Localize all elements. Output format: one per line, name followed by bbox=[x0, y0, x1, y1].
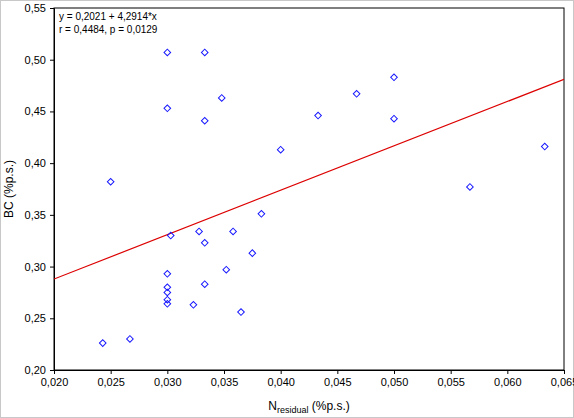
point bbox=[315, 112, 322, 119]
tick-mark bbox=[50, 60, 54, 61]
point bbox=[164, 296, 171, 303]
tick: 0,025 bbox=[97, 370, 125, 388]
point bbox=[164, 49, 171, 56]
x-axis-title-suffix: (%p.s.) bbox=[308, 399, 349, 413]
tick-label: 0,045 bbox=[324, 376, 352, 388]
tick: 0,045 bbox=[324, 370, 352, 388]
y-axis: 0,20 0,25 0,30 0,35 0,40 0,45 0,50 0,55 bbox=[25, 2, 55, 376]
tick: 0,030 bbox=[154, 370, 182, 388]
tick: 0,50 bbox=[25, 54, 54, 66]
data-area bbox=[54, 49, 564, 346]
tick-label: 0,020 bbox=[41, 376, 69, 388]
point bbox=[223, 266, 230, 273]
tick-mark bbox=[50, 8, 54, 9]
axis-line bbox=[55, 371, 565, 375]
tick-label: 0,20 bbox=[25, 364, 46, 376]
tick: 0,40 bbox=[25, 157, 54, 169]
point bbox=[218, 95, 225, 102]
plot-frame bbox=[54, 8, 564, 370]
tick: 0,35 bbox=[25, 209, 54, 221]
point bbox=[190, 302, 197, 309]
annotation: y = 0,2021 + 4,2914*x bbox=[59, 11, 157, 22]
tick-label: 0,055 bbox=[437, 376, 465, 388]
tick-label: 0,040 bbox=[267, 376, 295, 388]
regression-line bbox=[54, 79, 564, 279]
x-axis-title: Nresidual (%p.s.) bbox=[268, 399, 350, 415]
point bbox=[258, 211, 265, 218]
x-axis-title-subscript: residual bbox=[277, 405, 309, 415]
point bbox=[107, 178, 114, 185]
point bbox=[201, 239, 208, 246]
point bbox=[277, 146, 284, 153]
tick-label: 0,025 bbox=[97, 376, 125, 388]
x-axis: 0,020 0,025 0,030 0,035 0,040 0,045 0,050 0,055… bbox=[41, 370, 574, 388]
tick-label: 0,40 bbox=[25, 157, 46, 169]
tick: 0,040 bbox=[267, 370, 295, 388]
tick: 0,055 bbox=[437, 370, 465, 388]
point bbox=[201, 49, 208, 56]
background bbox=[1, 1, 574, 418]
annotation: r = 0,4484, p = 0,0129 bbox=[59, 24, 158, 35]
tick-label: 0,030 bbox=[154, 376, 182, 388]
point bbox=[467, 184, 474, 191]
tick-mark bbox=[451, 370, 452, 374]
tick-label: 0,55 bbox=[25, 2, 46, 14]
tick: 0,035 bbox=[211, 370, 239, 388]
point bbox=[541, 143, 548, 150]
tick: 0,060 bbox=[494, 370, 522, 388]
point bbox=[249, 250, 256, 257]
point bbox=[164, 270, 171, 277]
tick-label: 0,30 bbox=[25, 261, 46, 273]
point bbox=[196, 228, 203, 235]
point bbox=[99, 340, 106, 347]
point bbox=[391, 74, 398, 81]
point bbox=[164, 289, 171, 296]
tick-mark bbox=[224, 370, 225, 374]
tick-mark bbox=[337, 370, 338, 374]
tick-label: 0,45 bbox=[25, 105, 46, 117]
point bbox=[201, 117, 208, 124]
point bbox=[167, 232, 174, 239]
tick: 0,45 bbox=[25, 105, 54, 117]
tick: 0,20 bbox=[25, 364, 54, 376]
tick: 0,55 bbox=[25, 2, 54, 14]
tick: 0,050 bbox=[381, 370, 409, 388]
point bbox=[391, 115, 398, 122]
point bbox=[230, 228, 237, 235]
tick: 0,065 bbox=[551, 370, 574, 388]
tick: 0,30 bbox=[25, 261, 54, 273]
tick: 0,25 bbox=[25, 312, 54, 324]
tick-mark bbox=[50, 111, 54, 112]
tick-mark bbox=[564, 370, 565, 374]
x-axis-title-main: N bbox=[268, 399, 277, 413]
tick-mark bbox=[281, 370, 282, 374]
plot: 0,020 0,025 0,030 0,035 0,040 0,045 0,050 0,055… bbox=[25, 2, 574, 388]
y-axis-title: BC (%p.s.) bbox=[2, 160, 16, 218]
tick-mark bbox=[50, 163, 54, 164]
tick-label: 0,050 bbox=[381, 376, 409, 388]
tick-mark bbox=[167, 370, 168, 374]
point bbox=[201, 281, 208, 288]
point bbox=[238, 309, 245, 316]
tick-label: 0,25 bbox=[25, 312, 46, 324]
tick-label: 0,065 bbox=[551, 376, 574, 388]
point bbox=[353, 91, 360, 98]
tick-label: 0,060 bbox=[494, 376, 522, 388]
tick-mark bbox=[50, 267, 54, 268]
tick-mark bbox=[507, 370, 508, 374]
tick-mark bbox=[111, 370, 112, 374]
tick-label: 0,035 bbox=[211, 376, 239, 388]
point bbox=[127, 336, 134, 343]
tick-mark bbox=[394, 370, 395, 374]
tick-mark bbox=[50, 318, 54, 319]
tick-mark bbox=[50, 215, 54, 216]
axis-line bbox=[50, 9, 55, 371]
tick-label: 0,50 bbox=[25, 54, 46, 66]
tick-label: 0,35 bbox=[25, 209, 46, 221]
point bbox=[164, 105, 171, 112]
chart: 0,020 0,025 0,030 0,035 0,040 0,045 0,050 0,055… bbox=[0, 0, 574, 418]
tick-mark bbox=[50, 370, 54, 371]
point bbox=[164, 300, 171, 307]
